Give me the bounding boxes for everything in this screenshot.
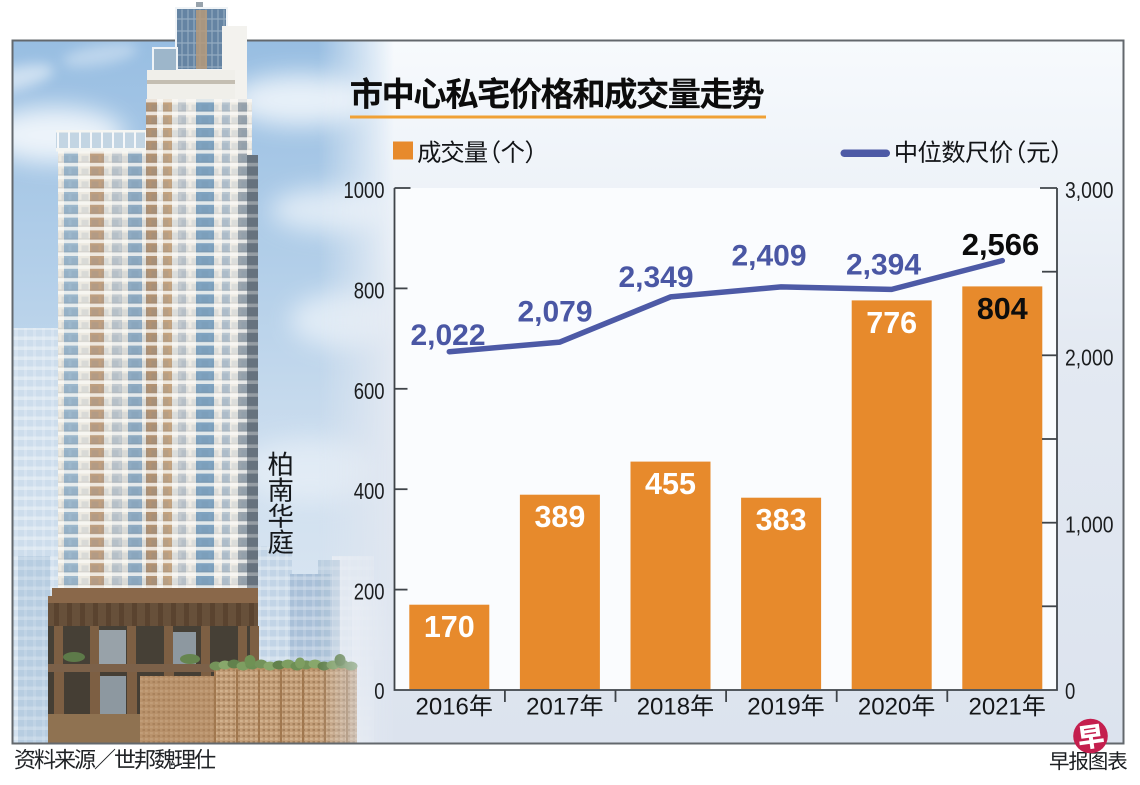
svg-text:400: 400 [354,478,385,504]
svg-text:2017: 2017 [526,694,579,721]
svg-text:0: 0 [374,678,384,704]
svg-text:383: 383 [756,503,807,537]
svg-text:2021: 2021 [969,694,1022,721]
svg-text:776: 776 [866,306,917,340]
svg-text:2,566: 2,566 [962,227,1040,262]
svg-text:2,000: 2,000 [1065,344,1114,370]
svg-text:0: 0 [1065,678,1075,704]
svg-text:3,000: 3,000 [1065,177,1114,203]
svg-text:389: 389 [534,500,585,534]
svg-text:2018: 2018 [637,694,690,721]
svg-text:2,409: 2,409 [731,240,806,273]
svg-text:170: 170 [424,610,475,644]
svg-text:800: 800 [354,277,385,303]
svg-text:804: 804 [977,292,1028,326]
svg-text:2,079: 2,079 [517,296,592,329]
svg-text:2016: 2016 [416,694,469,721]
svg-text:2,349: 2,349 [618,261,693,294]
svg-text:600: 600 [354,378,385,404]
svg-text:455: 455 [645,467,696,501]
svg-text:2,022: 2,022 [410,319,485,352]
svg-text:200: 200 [354,579,385,605]
svg-text:1,000: 1,000 [1065,512,1114,538]
svg-text:2,394: 2,394 [846,249,921,282]
svg-text:1000: 1000 [344,177,385,203]
svg-text:2019: 2019 [747,694,800,721]
svg-text:2020: 2020 [858,694,911,721]
